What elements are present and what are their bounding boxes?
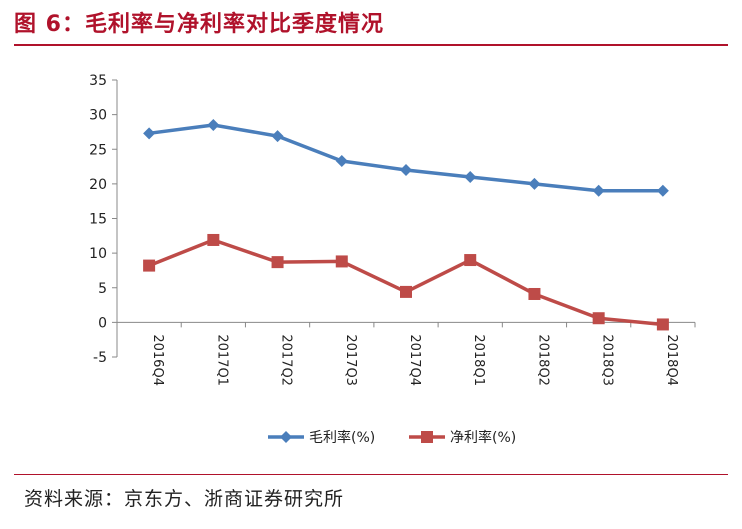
y-tick-label: 5: [98, 281, 107, 297]
title-rule: [14, 44, 728, 46]
y-tick-label: 35: [89, 73, 107, 89]
x-category-label: 2018Q1: [471, 334, 486, 386]
data-point-2: [271, 256, 284, 269]
data-point-1: [335, 155, 348, 168]
data-point-1: [528, 177, 541, 190]
x-category-label: 2017Q4: [407, 334, 422, 386]
x-category-label: 2018Q2: [535, 334, 550, 386]
y-tick-label: -5: [93, 350, 107, 366]
line-chart: 35 30 25 20 15 10 5 0 -5 2016Q4 2017Q1 2017Q2 2017Q…: [89, 73, 696, 446]
x-axis: 2016Q4 2017Q1 2017Q2 2017Q3 2017Q4 2018Q1 2018…: [116, 321, 696, 386]
source-note: 资料来源：京东方、浙商证券研究所: [24, 488, 345, 510]
data-point-1: [592, 184, 605, 197]
source-rule: [14, 474, 728, 475]
y-tick-label: 25: [89, 142, 107, 158]
y-tick-label: 10: [89, 246, 107, 262]
data-point-1: [656, 184, 669, 197]
x-category-label: 2016Q4: [150, 334, 165, 386]
y-tick-label: 20: [89, 177, 107, 193]
series-layer: [143, 119, 669, 331]
data-point-2: [464, 254, 477, 267]
figure-title: 图 6：毛利率与净利率对比季度情况: [14, 12, 384, 37]
data-point-1: [271, 130, 284, 143]
data-point-1: [207, 119, 220, 132]
legend: 毛利率(%) 净利率(%): [268, 429, 516, 446]
x-category-label: 2017Q1: [214, 334, 229, 386]
y-tick-label: 15: [89, 212, 107, 228]
legend-marker-2: [421, 431, 433, 443]
data-point-2: [143, 259, 156, 272]
data-point-2: [400, 285, 412, 298]
data-point-1: [464, 170, 477, 183]
legend-label-1: 毛利率(%): [309, 429, 375, 446]
x-category-label: 2017Q2: [279, 334, 294, 386]
legend-marker-1: [280, 431, 292, 443]
data-point-2: [335, 255, 348, 268]
x-category-label: 2018Q4: [664, 334, 679, 386]
y-tick-label: 30: [89, 108, 107, 124]
y-axis: 35 30 25 20 15 10 5 0 -5: [89, 73, 118, 366]
x-category-label: 2018Q3: [600, 334, 615, 386]
y-tick-label: 0: [98, 315, 107, 331]
data-point-2: [592, 312, 605, 325]
x-category-label: 2017Q3: [343, 334, 358, 386]
series-line-1: [148, 123, 663, 193]
data-point-1: [400, 164, 412, 177]
data-point-2: [656, 318, 669, 331]
legend-label-2: 净利率(%): [450, 429, 516, 446]
data-point-2: [207, 233, 220, 246]
data-point-2: [528, 287, 541, 300]
series-line-2: [148, 238, 664, 327]
data-point-1: [143, 127, 156, 140]
